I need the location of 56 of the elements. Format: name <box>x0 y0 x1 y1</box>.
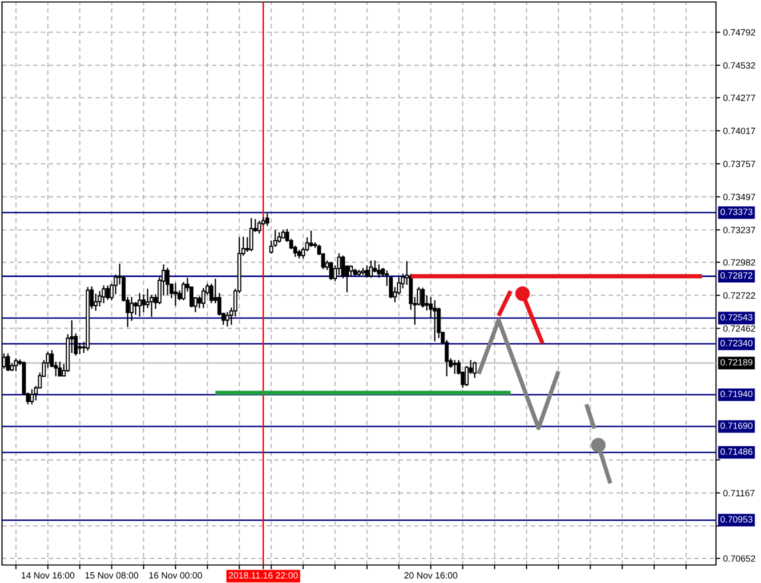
ref-line-label: 0.70953 <box>720 516 752 523</box>
candlestick <box>432 300 437 342</box>
x-tick-label: 15 Nov 08:00 <box>86 572 138 579</box>
candlestick <box>130 296 134 321</box>
candlestick <box>166 268 170 295</box>
ref-line-label: 0.71690 <box>720 422 752 429</box>
line-series <box>476 318 561 430</box>
candlestick <box>94 294 98 311</box>
x-tick-label: 20 Nov 16:00 <box>404 572 458 579</box>
candlestick <box>472 362 477 378</box>
candlestick <box>376 264 381 278</box>
candlestick <box>349 265 353 277</box>
candlestick <box>420 288 425 308</box>
ref-line-label: 0.71940 <box>720 390 752 398</box>
candlestick <box>174 283 178 306</box>
y-tick-label: 0.74277 <box>723 94 756 102</box>
y-tick-label: 0.72982 <box>723 259 756 266</box>
y-tick-label: 0.71167 <box>723 490 754 496</box>
x-tick-label: 14 Nov 16:00 <box>22 572 74 579</box>
y-tick-label: 0.74017 <box>723 128 756 134</box>
ref-line-label: 0.72189 <box>720 359 752 366</box>
y-tick-label: 0.72722 <box>723 292 756 299</box>
x-tick-label: 2018.11.16 22:00 <box>228 572 298 579</box>
y-tick-label: 0.72462 <box>723 325 756 332</box>
candlestick <box>257 220 262 234</box>
candlestick <box>369 260 373 278</box>
candlestick <box>277 232 282 243</box>
candlestick <box>30 389 34 404</box>
candlestick <box>106 285 110 300</box>
candlestick <box>14 358 18 372</box>
candlestick <box>138 293 142 317</box>
candlestick <box>182 282 186 300</box>
y-tick-label: 0.73497 <box>723 194 756 200</box>
candlestick <box>265 213 270 226</box>
candlestick <box>249 218 254 252</box>
candlestick <box>58 362 62 377</box>
candlestick <box>134 302 138 315</box>
candlestick <box>341 256 345 278</box>
ref-line-label: 0.72340 <box>720 340 752 346</box>
y-tick-label: 0.73237 <box>723 226 756 234</box>
ref-line-label: 0.71486 <box>720 448 752 455</box>
y-tick-label: 0.74792 <box>723 29 756 36</box>
ref-line-label: 0.73373 <box>720 208 752 216</box>
candlestick <box>225 312 230 326</box>
candlestick <box>365 265 369 278</box>
candlestick <box>201 288 206 308</box>
x-tick-label: 16 Nov 00:00 <box>149 572 202 579</box>
ref-line-label: 0.72543 <box>720 314 752 320</box>
candlestick <box>102 285 106 304</box>
candlestick <box>6 353 10 372</box>
candlestick <box>309 230 314 247</box>
y-tick-label: 0.73757 <box>723 160 756 168</box>
ref-line-label: 0.72872 <box>720 272 752 279</box>
y-tick-label: 0.74532 <box>723 62 756 69</box>
candlestick <box>329 262 334 280</box>
y-tick-label: 0.70652 <box>723 555 756 562</box>
